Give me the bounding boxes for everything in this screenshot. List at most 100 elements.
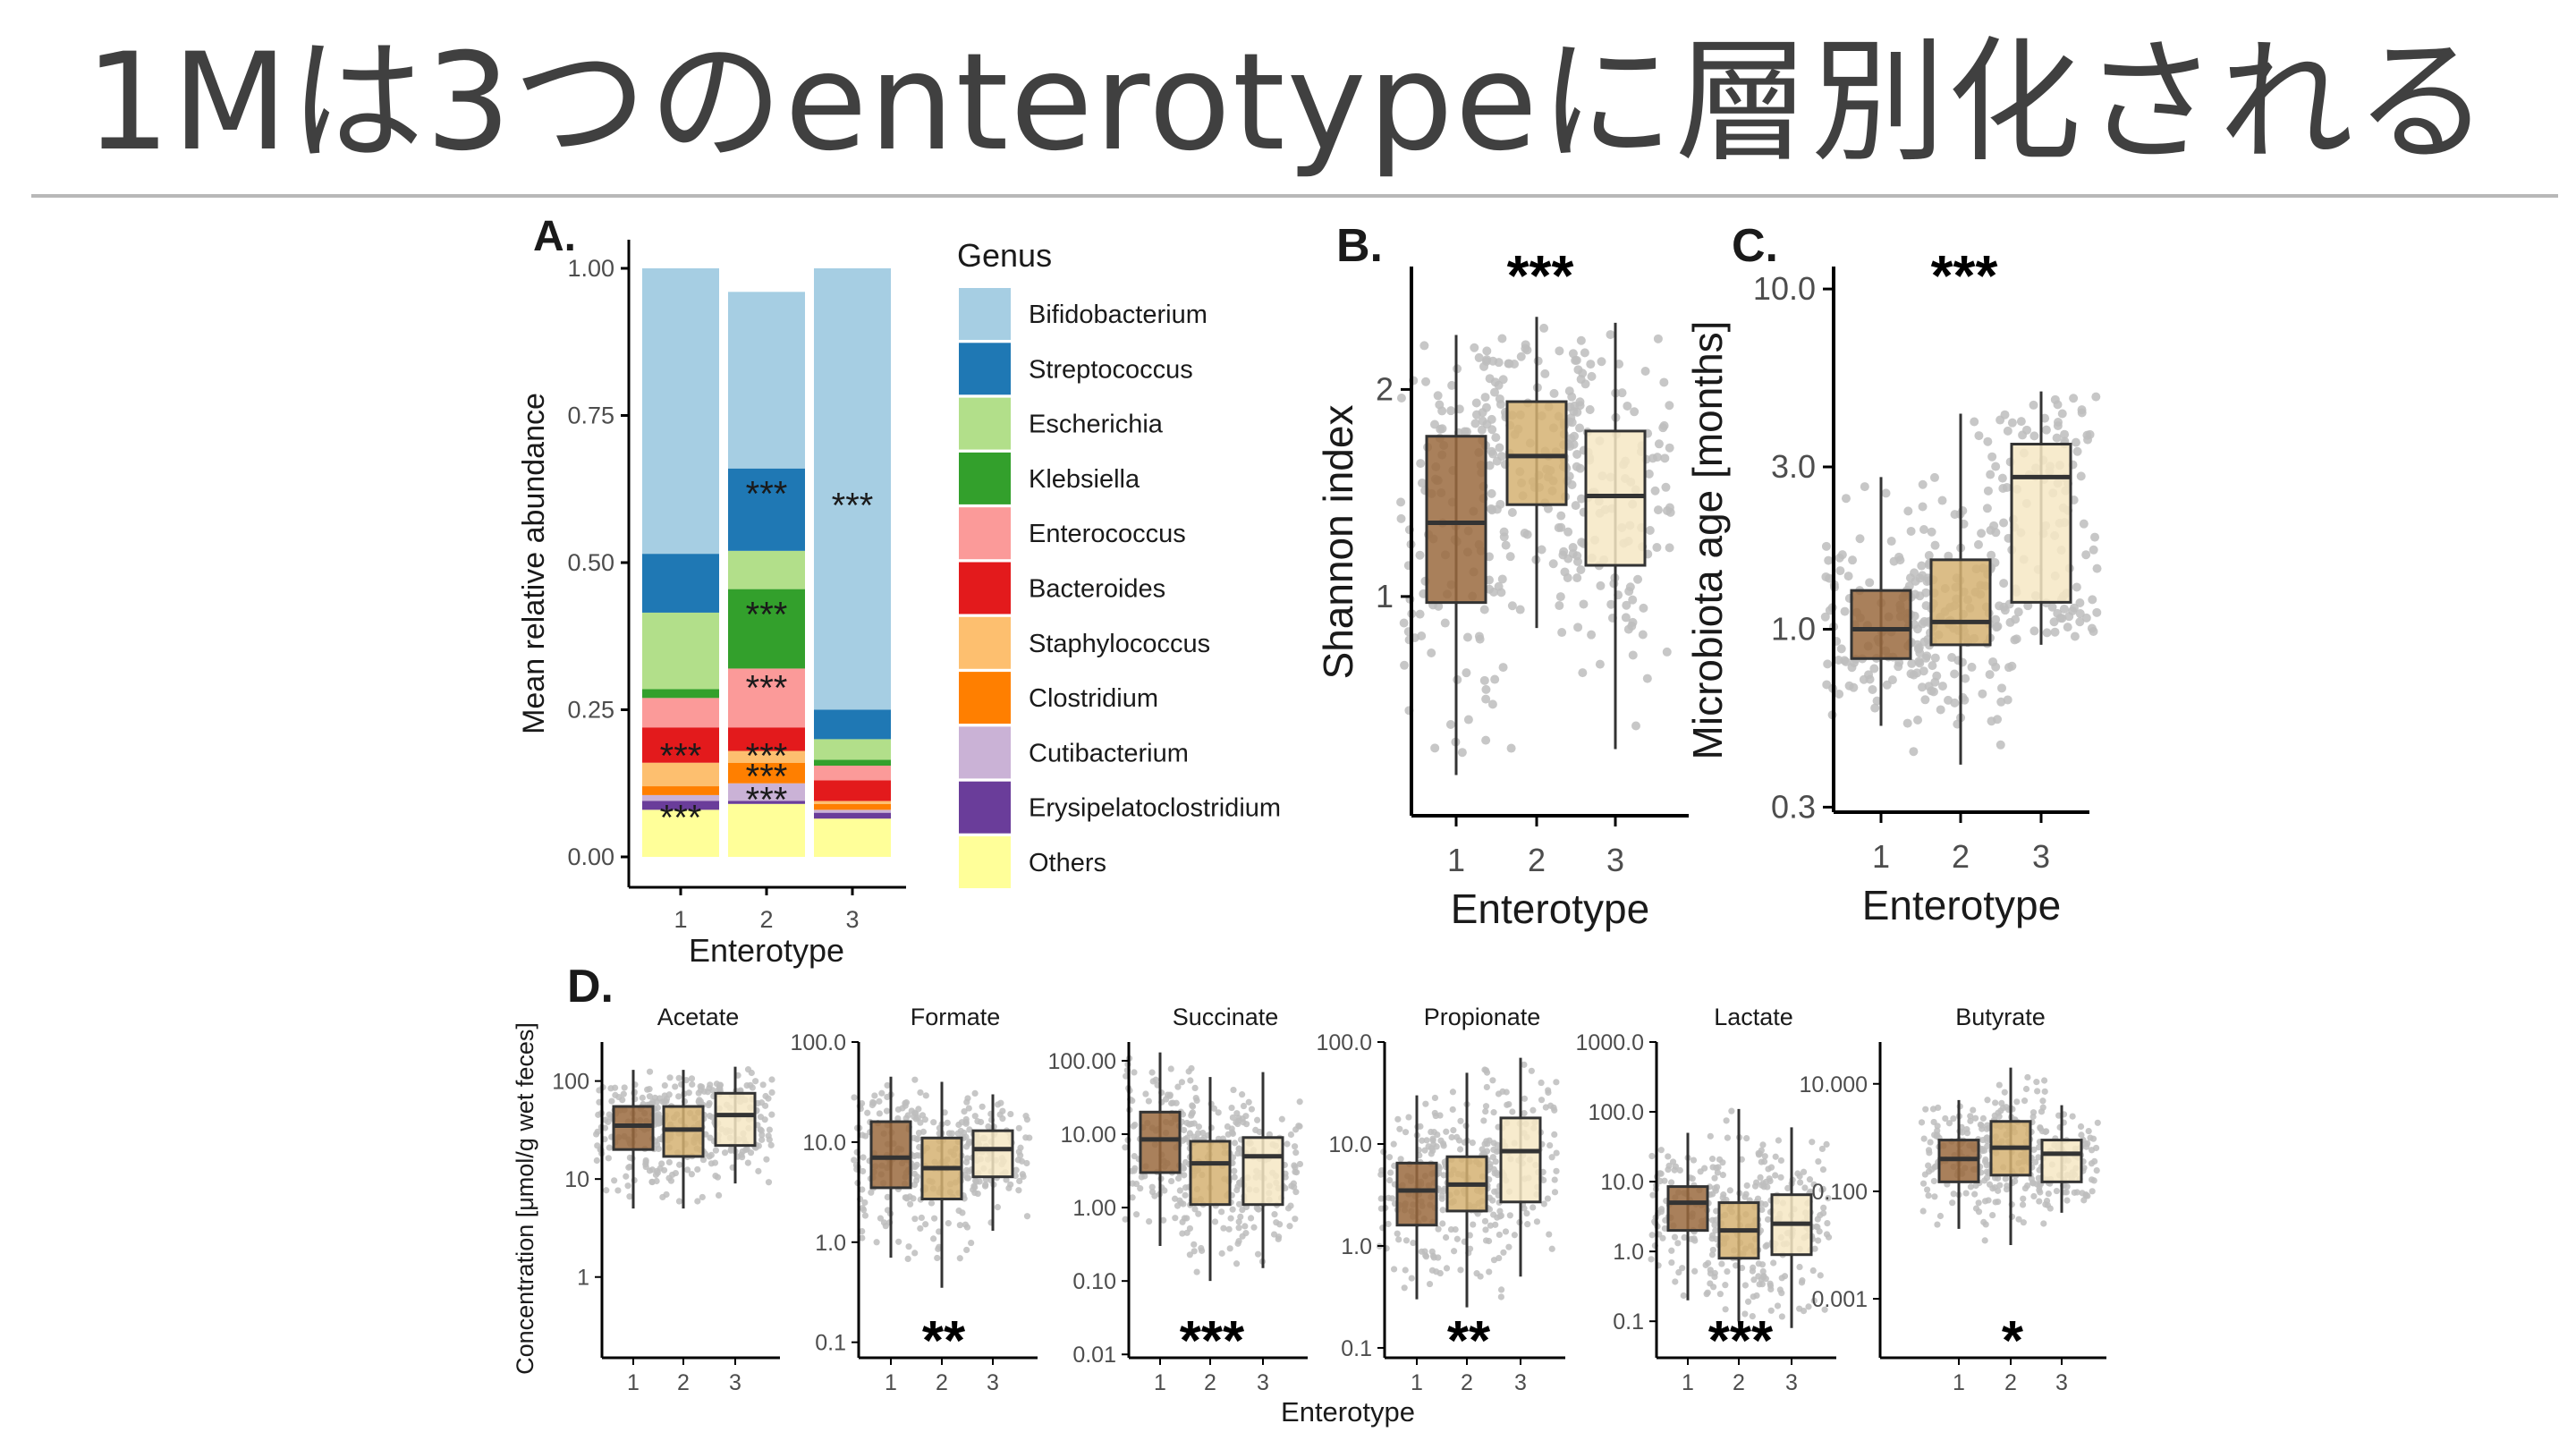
jitter-point [1226,1245,1233,1252]
jitter-point [861,1212,869,1219]
y-axis-label: Shannon index [1315,405,1361,680]
jitter-point [699,1157,708,1164]
jitter-point [1400,660,1410,670]
panel-label: A. [533,213,576,260]
jitter-point [1533,1218,1541,1225]
jitter-point [1437,424,1447,434]
jitter-point [1848,555,1858,565]
jitter-point [1497,334,1507,343]
jitter-point [1553,1167,1560,1174]
jitter-point [1229,1129,1236,1136]
jitter-point [1724,1134,1731,1141]
x-tick-label: 3 [729,1370,741,1395]
y-tick-label: 100 [552,1070,589,1095]
jitter-point [1971,1191,1979,1198]
jitter-point [1660,453,1670,463]
stacked-bar-segment [814,268,891,710]
jitter-point [1275,1233,1283,1241]
jitter-point [1385,1154,1394,1161]
jitter-point [1809,1267,1817,1275]
jitter-point [1711,1184,1718,1192]
jitter-point [1920,1135,1928,1142]
jitter-point [1252,1126,1259,1134]
y-tick-label: 0.3 [1771,788,1816,825]
jitter-point [1482,1237,1490,1244]
jitter-point [982,1181,989,1189]
jitter-point [712,1172,719,1180]
jitter-point [2036,1198,2043,1205]
jitter-point [976,1178,983,1185]
jitter-point [1485,575,1495,585]
jitter-point [1665,543,1674,553]
jitter-point [2035,1143,2043,1151]
jitter-point [1942,1114,1949,1123]
jitter-point [1579,599,1589,609]
jitter-point [1784,1184,1792,1191]
jitter-point [1986,470,1996,479]
jitter-point [1726,1187,1733,1194]
y-tick-label: 0.001 [1811,1287,1868,1312]
jitter-point [1242,1230,1250,1237]
jitter-point [758,1127,765,1134]
jitter-point [1426,1280,1434,1288]
jitter-point [1824,555,1834,565]
jitter-point [763,1156,770,1163]
jitter-point [1538,1079,1545,1087]
jitter-point [911,1076,919,1083]
jitter-point [1778,1275,1785,1282]
jitter-point [1841,657,1851,666]
box-iqr [1139,1110,1182,1174]
jitter-point [1448,1133,1455,1141]
jitter-point [1712,1227,1719,1234]
jitter-point [1665,1153,1672,1160]
jitter-point [1835,566,1845,576]
box-iqr [1189,1140,1232,1207]
jitter-point [642,1163,649,1171]
jitter-point [870,1099,877,1106]
jitter-point [1005,1184,1013,1191]
jitter-point [1757,1174,1764,1182]
jitter-point [744,1159,751,1166]
jitter-point [1220,1224,1227,1232]
jitter-point [2069,603,2079,613]
jitter-point [1919,1180,1928,1187]
jitter-point [605,1118,612,1125]
title-divider [31,194,2558,198]
jitter-point [654,1169,661,1176]
jitter-point [1821,1306,1828,1313]
jitter-point [1284,1140,1291,1148]
x-axis-label: Enterotype [1281,1396,1415,1428]
jitter-point [1377,1195,1385,1202]
x-tick-label: 3 [987,1370,999,1395]
jitter-point [1489,1197,1496,1204]
stacked-bar-segment [814,803,891,810]
jitter-point [1640,366,1650,376]
jitter-point [1911,589,1920,599]
x-tick-label: 3 [1514,1370,1527,1395]
jitter-point [908,1107,915,1114]
jitter-point [1486,1268,1493,1275]
jitter-point [1585,404,1595,414]
jitter-point [1463,715,1473,724]
jitter-point [884,1207,892,1214]
jitter-point [2040,1077,2048,1084]
stacked-bar-segment [642,698,719,728]
jitter-point [1711,1221,1718,1229]
jitter-point [1709,1246,1716,1254]
jitter-point [1759,1267,1767,1275]
jitter-point [1199,1129,1207,1137]
jitter-point [2003,695,2012,705]
legend-label: Klebsiella [1029,465,1140,494]
x-tick-label: 2 [936,1370,948,1395]
jitter-point [859,1205,866,1212]
jitter-point [1490,1109,1497,1116]
jitter-point [1394,1230,1401,1237]
facet-acetate: Acetate 1 10 100 1 2 3 [552,1004,780,1395]
jitter-point [1198,1247,1206,1254]
jitter-point [917,1224,924,1233]
jitter-point [1462,632,1472,642]
jitter-point [1017,1152,1024,1159]
jitter-point [1015,1124,1022,1131]
jitter-point [1815,1157,1822,1165]
jitter-point [1145,1217,1153,1225]
